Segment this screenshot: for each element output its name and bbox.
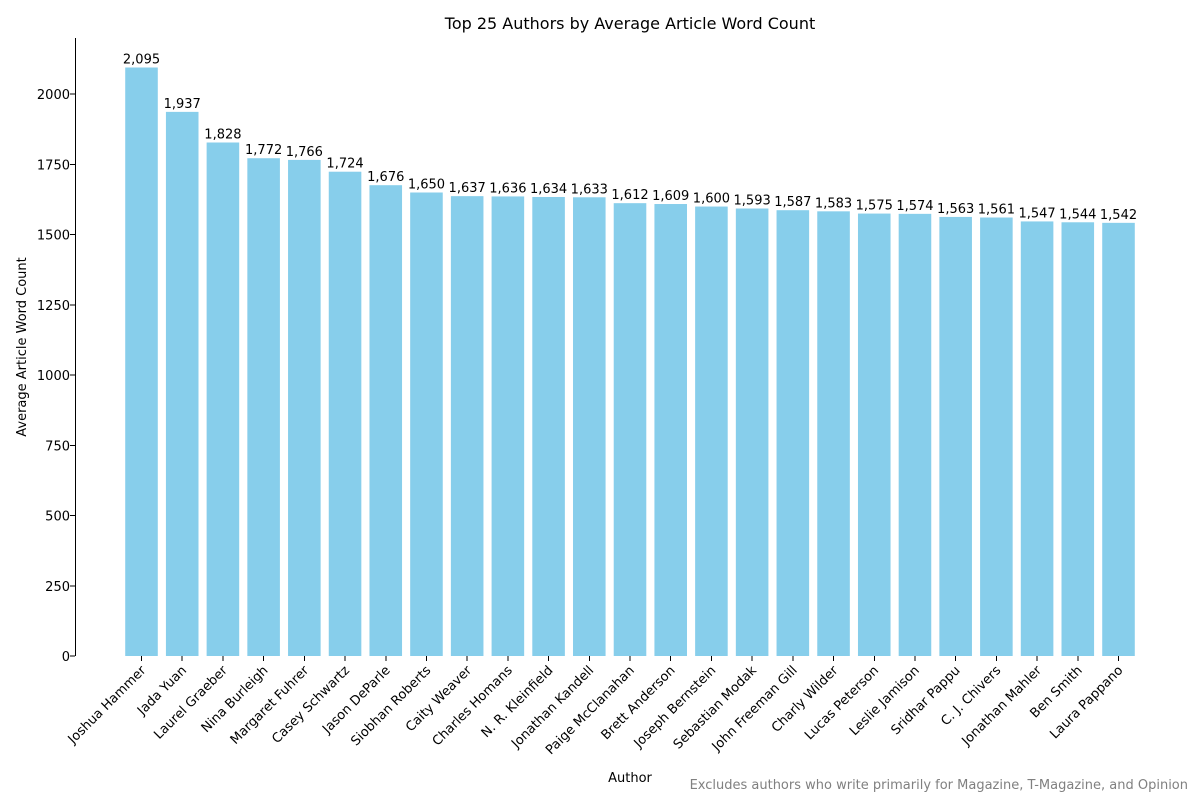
bars-group: [125, 67, 1135, 657]
bar-value-label: 1,542: [1100, 208, 1137, 223]
y-tick-label: 1750: [37, 158, 70, 173]
bar-value-label: 1,937: [164, 97, 201, 112]
y-tick-label: 750: [45, 439, 70, 454]
y-tick-label: 250: [45, 580, 70, 595]
bar-value-label: 1,561: [978, 203, 1015, 218]
y-tick-label: 1250: [37, 299, 70, 314]
bar-value-label: 1,593: [734, 194, 771, 209]
bar: [247, 158, 280, 657]
bar-value-label: 1,583: [815, 196, 852, 211]
bar-value-label: 1,574: [896, 199, 933, 214]
bar-value-label: 1,609: [652, 189, 689, 204]
bar-value-label: 1,724: [326, 157, 363, 172]
x-axis-title: Author: [608, 771, 652, 786]
bar-value-label: 1,766: [286, 145, 323, 160]
bar-value-label: 2,095: [123, 53, 160, 68]
bar-value-label: 1,634: [530, 182, 567, 197]
x-tick-label: Laura Pappano: [1047, 663, 1126, 742]
bar: [817, 211, 850, 656]
bar: [450, 196, 484, 656]
bar: [613, 203, 647, 657]
bar: [165, 111, 199, 656]
bar: [980, 217, 1013, 656]
bar-value-label: 1,637: [449, 181, 486, 196]
bar: [735, 208, 769, 656]
bar: [328, 171, 362, 656]
y-tick-label: 500: [45, 510, 70, 525]
bar-value-label: 1,575: [856, 199, 893, 214]
x-tick-label: Laurel Graeber: [151, 663, 231, 743]
bar: [695, 206, 728, 657]
y-tick-label: 1000: [37, 369, 70, 384]
x-tick-label: Lucas Peterson: [802, 663, 882, 743]
bar: [1061, 222, 1095, 656]
bar-value-label: 1,650: [408, 178, 445, 193]
bar-value-label: 1,676: [367, 170, 404, 185]
y-axis: 0 250 500 750 1000 1250 1500 1750 2000: [37, 38, 76, 665]
bar-value-label: 1,563: [937, 202, 974, 217]
bar: [288, 159, 321, 656]
bar-value-label: 1,612: [611, 188, 648, 203]
bar-value-label: 1,587: [774, 195, 811, 210]
bar: [939, 216, 972, 656]
bar: [1020, 221, 1054, 656]
bar-value-label: 1,544: [1059, 207, 1096, 222]
bar: [573, 197, 606, 656]
bar-value-label: 1,547: [1018, 206, 1055, 221]
bar-value-label: 1,828: [204, 128, 241, 143]
x-tick-label: Brett Anderson: [599, 663, 679, 743]
y-tick-label: 2000: [37, 88, 70, 103]
bar: [125, 67, 158, 656]
bar: [1102, 222, 1135, 656]
bar: [532, 196, 565, 657]
bar: [206, 142, 240, 656]
bar: [654, 204, 687, 656]
bar: [898, 213, 932, 656]
y-tick-label: 0: [62, 650, 70, 665]
bar-value-label: 1,633: [571, 182, 608, 197]
x-tick-label: N. R. Kleinfield: [479, 663, 557, 741]
bar-value-label: 1,772: [245, 143, 282, 158]
bar: [776, 210, 810, 656]
chart-title: Top 25 Authors by Average Article Word C…: [444, 14, 815, 33]
x-tick-label: Leslie Jamison: [847, 663, 923, 739]
bar-value-label: 1,636: [489, 181, 526, 196]
bar-value-label: 1,600: [693, 192, 730, 207]
bar: [857, 213, 891, 656]
bar: [369, 185, 403, 656]
bar: [410, 192, 443, 656]
footnote: Excludes authors who write primarily for…: [690, 778, 1188, 793]
y-tick-label: 1500: [37, 229, 70, 244]
bar: [491, 196, 525, 656]
y-axis-title: Average Article Word Count: [15, 257, 30, 437]
